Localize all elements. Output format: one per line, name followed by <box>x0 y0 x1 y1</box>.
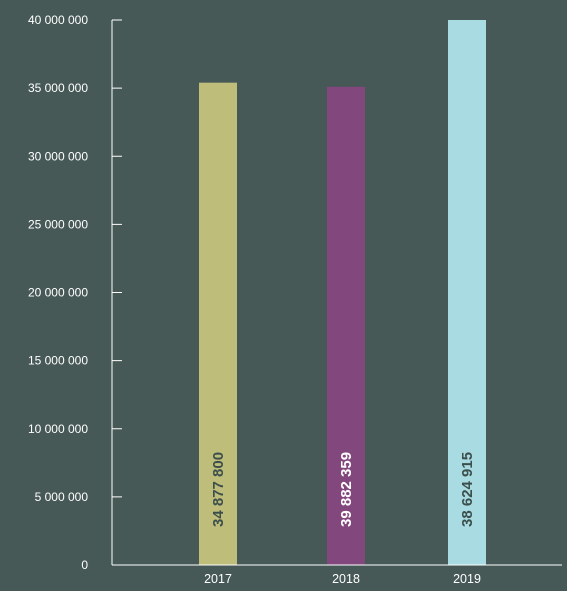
bar-2018 <box>327 86 365 565</box>
data-labels: 34 877 800 39 882 359 38 624 915 <box>210 452 476 527</box>
x-tick-label-2018: 2018 <box>332 572 360 586</box>
bar-2017 <box>199 82 237 566</box>
y-tick-label: 40 000 000 <box>28 13 88 27</box>
y-tick-label: 5 000 000 <box>35 490 89 504</box>
y-tick-label: 25 000 000 <box>28 217 88 231</box>
y-tick-label: 30 000 000 <box>28 149 88 163</box>
y-tick-label: 10 000 000 <box>28 422 88 436</box>
bars <box>199 20 486 566</box>
y-tick-label: 20 000 000 <box>28 286 88 300</box>
bar-2019 <box>448 20 486 565</box>
data-label-2018: 39 882 359 <box>338 452 355 527</box>
x-tick-label-2019: 2019 <box>453 572 481 586</box>
y-tick-label: 35 000 000 <box>28 81 88 95</box>
y-axis-ticks: 0 5 000 000 10 000 000 15 000 000 20 000 000… <box>28 13 122 572</box>
y-tick-label: 0 <box>81 558 88 572</box>
y-tick-label: 15 000 000 <box>28 354 88 368</box>
data-label-2017: 34 877 800 <box>210 452 227 527</box>
data-label-2019: 38 624 915 <box>459 452 476 527</box>
x-axis-categories: 2017 2018 2019 <box>204 572 481 586</box>
x-tick-label-2017: 2017 <box>204 572 232 586</box>
